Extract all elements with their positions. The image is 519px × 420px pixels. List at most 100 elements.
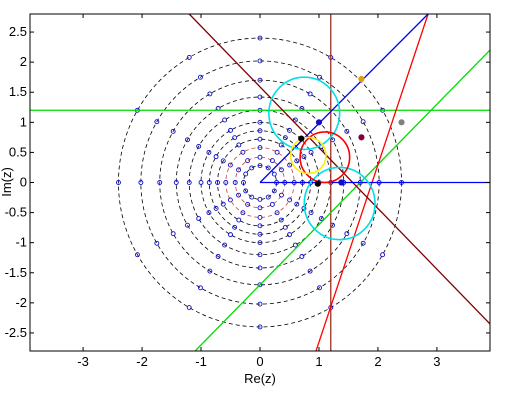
ring-point <box>257 94 263 100</box>
ring-point <box>134 252 140 258</box>
ring-point <box>278 217 284 223</box>
ring-point <box>344 231 350 237</box>
ring-point <box>220 158 226 164</box>
y-tick-label: 1.5 <box>9 84 27 99</box>
ring-point <box>198 180 204 185</box>
y-tick-label: 2 <box>20 54 27 69</box>
ring-point <box>186 180 192 185</box>
ring-point <box>257 231 263 237</box>
ring-point <box>257 301 263 307</box>
ring-point <box>294 158 300 164</box>
ring-point <box>360 240 366 246</box>
marked-point <box>358 75 365 83</box>
ring-point <box>236 192 241 198</box>
ring-point <box>360 119 366 125</box>
ring-point <box>282 135 288 141</box>
solid-circle-1 <box>303 166 376 241</box>
ring-point <box>228 232 233 238</box>
ring-point <box>257 240 263 246</box>
tick-marks <box>30 14 490 351</box>
ring-point <box>213 154 219 160</box>
tick-labels: -3 -2 -1 0 1 2 3 -2.5 -2 -1.5 -1 -0.5 0 0.5 1 1.5 2 2.5 <box>5 24 441 369</box>
ring-point <box>257 214 263 220</box>
ring-point <box>287 232 292 238</box>
ring-point <box>299 254 305 259</box>
ring-point <box>170 128 176 134</box>
ring-point <box>294 201 300 207</box>
ring-point <box>257 223 263 229</box>
ring-point <box>257 154 263 160</box>
ring-point <box>243 188 249 194</box>
ring-point <box>257 196 263 202</box>
ring-point <box>257 77 263 83</box>
ring-point <box>186 54 192 60</box>
ring-point <box>223 180 229 185</box>
x-axis-label: Re(z) <box>244 371 276 386</box>
ring-point <box>232 180 238 185</box>
x-tick-label: 1 <box>315 354 322 369</box>
ring-point <box>318 216 324 222</box>
y-tick-label: 0.5 <box>9 144 27 159</box>
ring-point <box>236 142 242 148</box>
ring-point <box>138 180 144 185</box>
ring-point <box>257 163 263 169</box>
ring-point <box>116 180 121 185</box>
ring-point <box>257 136 263 142</box>
ring-point <box>245 201 251 207</box>
ring-point <box>207 268 213 274</box>
ring-point <box>308 210 314 216</box>
y-tick-label: 1 <box>20 114 27 129</box>
ring-point <box>344 128 350 134</box>
plot-content <box>30 14 490 351</box>
dark-red-diagonal-line <box>188 14 490 325</box>
y-tick-label: 0 <box>20 175 27 190</box>
ring-point <box>257 119 263 125</box>
ring-point <box>257 252 263 258</box>
ring-point <box>282 224 288 230</box>
ring-point <box>236 167 241 173</box>
ring-point <box>308 149 314 155</box>
y-tick-label: 2.5 <box>9 24 27 39</box>
ring-point <box>154 240 160 246</box>
ring-point <box>220 201 226 207</box>
ring-point <box>265 165 271 171</box>
ring-point <box>240 210 246 216</box>
ring-point <box>213 205 219 211</box>
ring-point <box>206 180 212 185</box>
ring-point <box>287 127 292 133</box>
y-axis-label: Im(z) <box>0 167 14 197</box>
ring-point <box>257 145 263 151</box>
ring-point <box>249 194 255 200</box>
marked-point <box>358 134 365 141</box>
ring-point <box>317 74 323 80</box>
ring-point <box>227 197 233 203</box>
ring-point <box>185 222 190 228</box>
ring-point <box>269 201 275 207</box>
ring-point <box>292 117 298 123</box>
ring-point <box>222 117 228 123</box>
ring-point <box>257 58 263 64</box>
ring-point <box>236 217 242 223</box>
ring-point <box>245 158 251 164</box>
solid-circle-0 <box>268 76 341 151</box>
x-tick-label: -1 <box>195 354 207 369</box>
ring-point <box>287 197 293 203</box>
ring-point <box>271 171 277 177</box>
ring-point <box>279 192 284 198</box>
ring-point <box>215 180 220 185</box>
ring-point <box>173 180 179 185</box>
ring-point <box>197 74 203 80</box>
ring-point <box>197 285 203 291</box>
ring-point <box>240 149 246 155</box>
marked-point <box>314 180 321 187</box>
ring-point <box>241 180 246 185</box>
ring-point <box>271 188 277 194</box>
ring-point <box>317 285 323 291</box>
ring-point <box>257 35 263 41</box>
marked-point <box>398 119 405 126</box>
ring-point <box>207 91 213 97</box>
x-tick-label: 3 <box>433 354 440 369</box>
marked-point <box>315 119 323 126</box>
x-tick-label: 2 <box>374 354 381 369</box>
ring-point <box>292 242 298 248</box>
